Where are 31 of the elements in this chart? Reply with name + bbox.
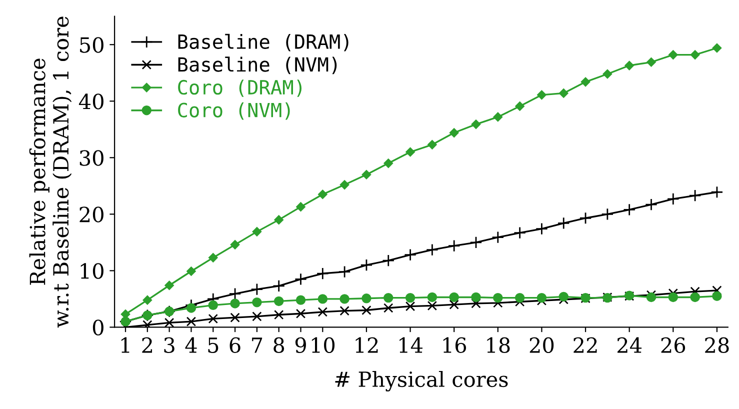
x-tick-label: 2 bbox=[142, 337, 152, 353]
y-tick-label: 0 bbox=[92, 320, 104, 336]
y-tick-label: 30 bbox=[80, 150, 104, 166]
y-axis-title: Relative performance w.r.t Baseline (DRAM), 1 core bbox=[29, 16, 72, 328]
x-tick-label: 28 bbox=[705, 337, 729, 354]
x-tick-label: 22 bbox=[574, 337, 597, 353]
x-tick-label: 14 bbox=[400, 337, 422, 353]
y-tick-label: 40 bbox=[78, 94, 104, 110]
x-tick-label: 7 bbox=[252, 338, 262, 353]
x-tick-label: 16 bbox=[443, 337, 466, 354]
x-tick-label: 5 bbox=[208, 338, 218, 354]
legend-label: Coro (NVM) bbox=[178, 102, 290, 120]
x-tick-label: 1 bbox=[121, 337, 130, 353]
y-tick-label: 50 bbox=[80, 37, 104, 53]
x-tick-label: 8 bbox=[274, 337, 284, 354]
x-tick-label: 12 bbox=[356, 337, 378, 353]
x-tick-label: 3 bbox=[164, 337, 174, 354]
x-tick-label: 24 bbox=[617, 337, 642, 353]
x-tick-label: 9 bbox=[295, 337, 306, 354]
x-tick-label: 6 bbox=[230, 337, 240, 354]
y-tick-label: 10 bbox=[80, 263, 104, 279]
x-tick-label: 18 bbox=[487, 337, 510, 354]
x-tick-label: 10 bbox=[312, 337, 335, 354]
y-tick-label: 20 bbox=[80, 206, 104, 222]
legend-label: Coro (DRAM) bbox=[178, 80, 302, 97]
x-tick-label: 4 bbox=[185, 337, 197, 353]
x-axis-title: # Physical cores bbox=[335, 370, 508, 392]
legend-label: Baseline (DRAM) bbox=[178, 34, 348, 52]
x-tick-label: 20 bbox=[530, 337, 554, 354]
legend-label: Baseline (NVM) bbox=[178, 56, 337, 74]
x-tick-label: 26 bbox=[661, 337, 686, 354]
